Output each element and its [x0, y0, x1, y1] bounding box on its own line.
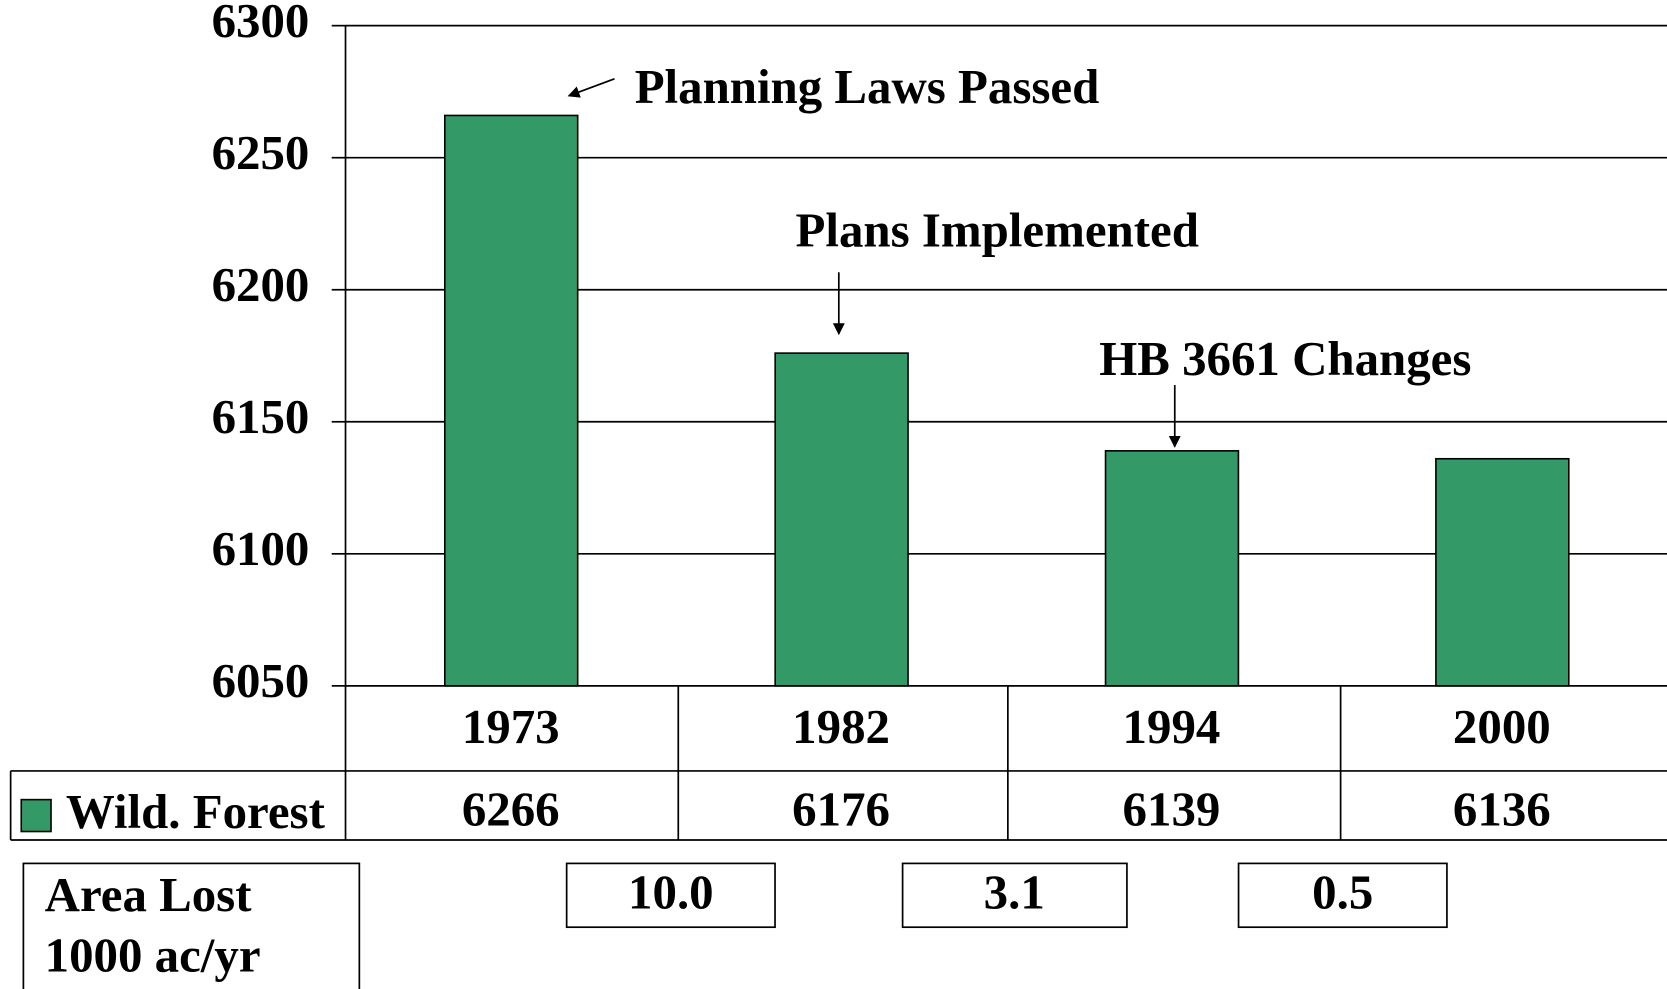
y-tick-label: 6200: [212, 257, 310, 312]
annotation-arrow: [567, 78, 615, 98]
y-tick-label: 6300: [212, 0, 310, 48]
bar: [1104, 450, 1240, 687]
x-tick-label: 2000: [1453, 699, 1551, 754]
area-lost-cell: [565, 862, 776, 929]
annotation: Plans Implemented: [796, 202, 1199, 257]
y-tick-label: 6050: [212, 653, 310, 708]
area-lost-label: Area Lost: [45, 867, 253, 922]
table-value: 6136: [1453, 782, 1551, 837]
area-lost-value: 0.5: [1312, 865, 1373, 920]
table-value: 6266: [462, 782, 560, 837]
annotation: Planning Laws Passed: [635, 59, 1100, 114]
annotation: HB 3661 Changes: [1099, 331, 1471, 386]
x-tick-label: 1982: [792, 699, 890, 754]
bar: [774, 352, 909, 687]
area-lost-box: [22, 862, 361, 989]
area-lost-cell: [1237, 862, 1448, 929]
x-tick-label: 1973: [462, 699, 560, 754]
x-tick-label: 1994: [1123, 699, 1221, 754]
y-tick-label: 6250: [212, 125, 310, 180]
y-tick-label: 6100: [212, 521, 310, 576]
table-value: 6139: [1123, 782, 1221, 837]
area-lost-value: 10.0: [628, 865, 714, 920]
table-lines: [9, 25, 1667, 841]
legend-swatch: [20, 798, 52, 833]
bars: [443, 114, 1570, 687]
legend-label: Wild. Forest: [66, 784, 326, 839]
area-lost-value: 3.1: [984, 865, 1045, 920]
y-tick-label: 6150: [212, 389, 310, 444]
bar: [443, 114, 579, 687]
area-lost-cell: [901, 862, 1128, 929]
table-value: 6176: [792, 782, 890, 837]
bar: [1435, 457, 1570, 687]
area-lost-label: 1000 ac/yr: [45, 927, 261, 982]
